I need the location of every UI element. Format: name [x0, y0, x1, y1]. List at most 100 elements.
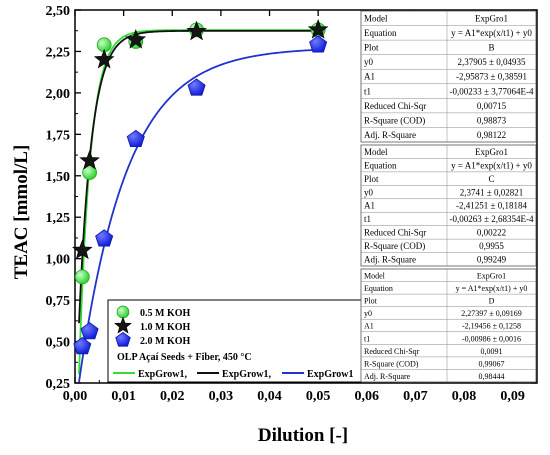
data-point-pentagon — [95, 229, 114, 247]
fit-table-3: Model ExpGro1 Equation y = A1*exp(x/t1) + y… — [360, 268, 537, 383]
y-tick-label: 2,25 — [46, 45, 71, 60]
fit-table-key: y0 — [364, 309, 372, 318]
x-tick-label: 0,02 — [160, 389, 185, 404]
x-tick-label: 0,01 — [111, 389, 136, 404]
data-point-pentagon — [187, 78, 206, 96]
x-tick-label: 0,06 — [355, 389, 380, 404]
fit-table-box — [360, 268, 537, 383]
x-tick-label: 0,05 — [306, 389, 331, 404]
fit-table-value: y = A1*exp(x/t1) + y0 — [451, 28, 532, 38]
x-tick-label: 0,07 — [403, 389, 428, 404]
fit-table-key: Model — [364, 147, 388, 157]
x-tick-label: 0,00 — [63, 389, 88, 404]
fit-table-value: 0,9955 — [479, 241, 504, 251]
fit-table-key: Plot — [364, 297, 378, 306]
data-point-pentagon — [73, 337, 92, 355]
fit-table-value: -2,19456 ± 0,1258 — [462, 322, 521, 331]
fit-table-key: A1 — [364, 322, 374, 331]
x-tick-label: 0,09 — [500, 389, 525, 404]
data-point-pentagon — [126, 129, 145, 147]
legend-fit-label: ExpGrow1, — [138, 369, 187, 380]
data-point-circle — [82, 165, 97, 180]
fit-table-value: 0,98122 — [477, 130, 506, 140]
fit-table-key: Plot — [364, 174, 379, 184]
fit-table-key: t1 — [364, 334, 370, 343]
fit-table-key: Adj. R-Square — [364, 372, 411, 381]
legend-label: 1.0 M KOH — [140, 322, 190, 333]
fit-table-value: B — [488, 43, 494, 53]
fit-table-key: Plot — [364, 43, 379, 53]
fit-table-value: C — [488, 174, 494, 184]
fit-table-box — [360, 10, 537, 143]
data-point-star — [79, 150, 100, 170]
y-tick-label: 0,50 — [46, 336, 71, 351]
y-tick-label: 1,50 — [46, 170, 71, 185]
legend-label: 2.0 M KOH — [140, 336, 190, 347]
x-axis-title: Dilution [-] — [258, 425, 348, 446]
fit-table-key: y0 — [364, 187, 374, 197]
fit-table-key: Equation — [364, 284, 393, 293]
fit-table-key: Equation — [364, 160, 397, 170]
legend-fit-label: ExpGrow1 — [307, 369, 354, 380]
fit-table-value: ExpGro1 — [475, 13, 508, 23]
legend-box — [107, 299, 363, 383]
fit-table-value: 2,27397 ± 0,09169 — [461, 309, 521, 318]
fit-table-box — [360, 144, 537, 267]
fit-table-value: D — [489, 297, 495, 306]
fit-table-1: Model ExpGro1 Equation y = A1*exp(x/t1) + y… — [360, 10, 537, 143]
fit-table-value: 2,37905 ± 0,04935 — [458, 57, 526, 67]
data-point-circle — [74, 269, 90, 285]
fit-table-key: R-Square (COD) — [364, 241, 425, 251]
legend-label: 0.5 M KOH — [140, 308, 190, 319]
x-tick-label: 0,03 — [209, 389, 234, 404]
fit-table-key: Equation — [364, 28, 397, 38]
legend-marker-pentagon — [115, 331, 131, 347]
fit-table-value: y = A1*exp(x/t1) + y0 — [451, 160, 532, 170]
fit-table-value: 0,99249 — [477, 254, 507, 264]
y-tick-label: 2,00 — [46, 87, 71, 102]
data-point-star — [71, 239, 93, 260]
fit-table-key: A1 — [364, 72, 375, 82]
fit-table-value: ExpGro1 — [477, 271, 506, 280]
fit-table-2: Model ExpGro1 Equation y = A1*exp(x/t1) + y… — [360, 144, 537, 267]
fit-table-key: R-Square (COD) — [364, 359, 419, 368]
fit-table-key: R-Square (COD) — [364, 115, 425, 125]
data-point-star — [307, 19, 329, 39]
fit-table-value: -0,00233 ± 3,77064E-4 — [450, 86, 534, 96]
fit-table-key: t1 — [364, 86, 371, 96]
y-tick-label: 1,25 — [46, 211, 71, 226]
fit-table-value: -0,00986 ± 0,0016 — [462, 334, 521, 343]
legend-marker-circle — [116, 305, 130, 319]
fit-table-key: y0 — [364, 57, 374, 67]
legend-marker-star — [114, 316, 132, 334]
fit-table-value: -2,41251 ± 0,18184 — [456, 201, 527, 211]
y-tick-label: 1,00 — [46, 253, 71, 268]
data-point-pentagon — [80, 322, 99, 340]
fit-table-value: 2,3741 ± 0,02821 — [460, 187, 523, 197]
fit-table-value: -2,95873 ± 0,38591 — [456, 72, 527, 82]
fit-table-value: ExpGro1 — [475, 147, 508, 157]
fit-table-key: A1 — [364, 201, 375, 211]
legend: 0.5 M KOH 1.0 M KOH 2.0 M KOH OLP Açaí Seed… — [107, 299, 363, 383]
data-point-star — [93, 48, 115, 69]
fit-table-value: 0,98444 — [479, 372, 505, 381]
data-point-star — [186, 20, 207, 41]
fit-table-value: y = A1*exp(x/t1) + y0 — [456, 284, 528, 293]
data-point-pentagon — [309, 35, 328, 53]
fit-table-key: t1 — [364, 214, 371, 224]
y-tick-label: 1,75 — [46, 128, 71, 143]
fit-table-value: -0,00263 ± 2,68354E-4 — [450, 214, 534, 224]
y-tick-label: 0,25 — [46, 377, 71, 392]
fit-table-key: Adj. R-Square — [364, 130, 416, 140]
fit-table-key: Reduced Chi-Sqr — [364, 228, 426, 238]
fit-table-value: 0,00222 — [477, 228, 506, 238]
legend-subtitle: OLP Açaí Seeds + Fiber, 450 °C — [117, 352, 252, 363]
fit-table-key: Model — [364, 271, 386, 280]
fit-table-value: 0,00715 — [477, 101, 507, 111]
fit-table-value: 0,99067 — [479, 359, 505, 368]
fit-table-key: Model — [364, 13, 388, 23]
y-tick-label: 2,50 — [46, 4, 71, 19]
fit-curve-3 — [78, 48, 319, 383]
